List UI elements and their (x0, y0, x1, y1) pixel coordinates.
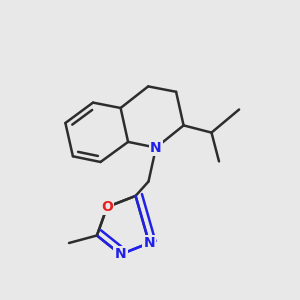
Text: N: N (143, 236, 155, 250)
Text: O: O (101, 200, 113, 214)
Text: N: N (115, 248, 126, 261)
Text: N: N (150, 141, 162, 154)
